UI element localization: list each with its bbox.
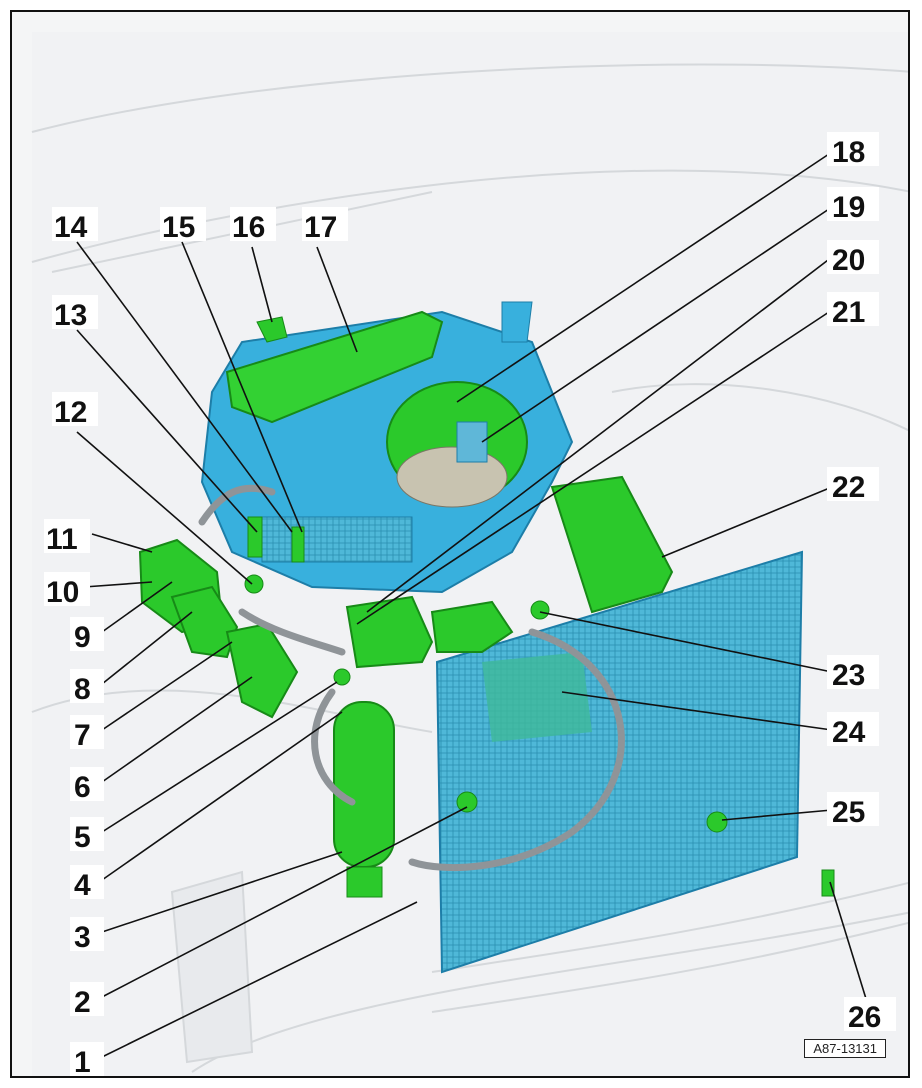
callout-12: 12 <box>54 396 87 429</box>
callout-20: 20 <box>832 244 865 277</box>
callout-18: 18 <box>832 136 865 169</box>
diagram-frame: 1 2 3 4 5 6 7 8 9 10 11 12 13 14 15 16 1… <box>10 10 910 1078</box>
callout-6: 6 <box>74 771 91 804</box>
callout-5: 5 <box>74 821 91 854</box>
leader-lines <box>76 151 868 1058</box>
callout-26: 26 <box>848 1001 881 1034</box>
callout-1: 1 <box>74 1046 91 1078</box>
callout-9: 9 <box>74 621 91 654</box>
callout-labels: 1 2 3 4 5 6 7 8 9 10 11 12 13 14 15 16 1… <box>44 132 896 1078</box>
callout-17: 17 <box>304 211 337 244</box>
refrigerant-lines <box>198 484 625 872</box>
receiver-drier <box>333 701 395 898</box>
figure-reference: A87-13131 <box>804 1039 886 1058</box>
callout-21: 21 <box>832 296 865 329</box>
sensor-16 <box>256 316 288 343</box>
callout-25: 25 <box>832 796 865 829</box>
callout-23: 23 <box>832 659 865 692</box>
compressor <box>482 652 592 742</box>
callout-3: 3 <box>74 921 91 954</box>
callout-2: 2 <box>74 986 91 1019</box>
callout-8: 8 <box>74 673 91 706</box>
callout-7: 7 <box>74 719 91 752</box>
small-sensors <box>244 516 835 897</box>
callout-4: 4 <box>74 869 91 902</box>
callout-16: 16 <box>232 211 265 244</box>
control-unit <box>550 475 674 614</box>
filter-cover <box>225 310 444 424</box>
callout-14: 14 <box>54 211 88 244</box>
callout-13: 13 <box>54 299 87 332</box>
relay-cluster <box>138 538 514 719</box>
callout-19: 19 <box>832 191 865 224</box>
evaporator-grille <box>261 516 413 563</box>
callout-24: 24 <box>832 716 866 749</box>
ac-components-illustration: 1 2 3 4 5 6 7 8 9 10 11 12 13 14 15 16 1… <box>31 32 908 1078</box>
callout-15: 15 <box>162 211 195 244</box>
callout-10: 10 <box>46 576 79 609</box>
vehicle-body-ghost <box>31 63 908 1073</box>
callout-22: 22 <box>832 471 865 504</box>
blower-motor <box>386 381 528 508</box>
callout-11: 11 <box>46 523 78 556</box>
